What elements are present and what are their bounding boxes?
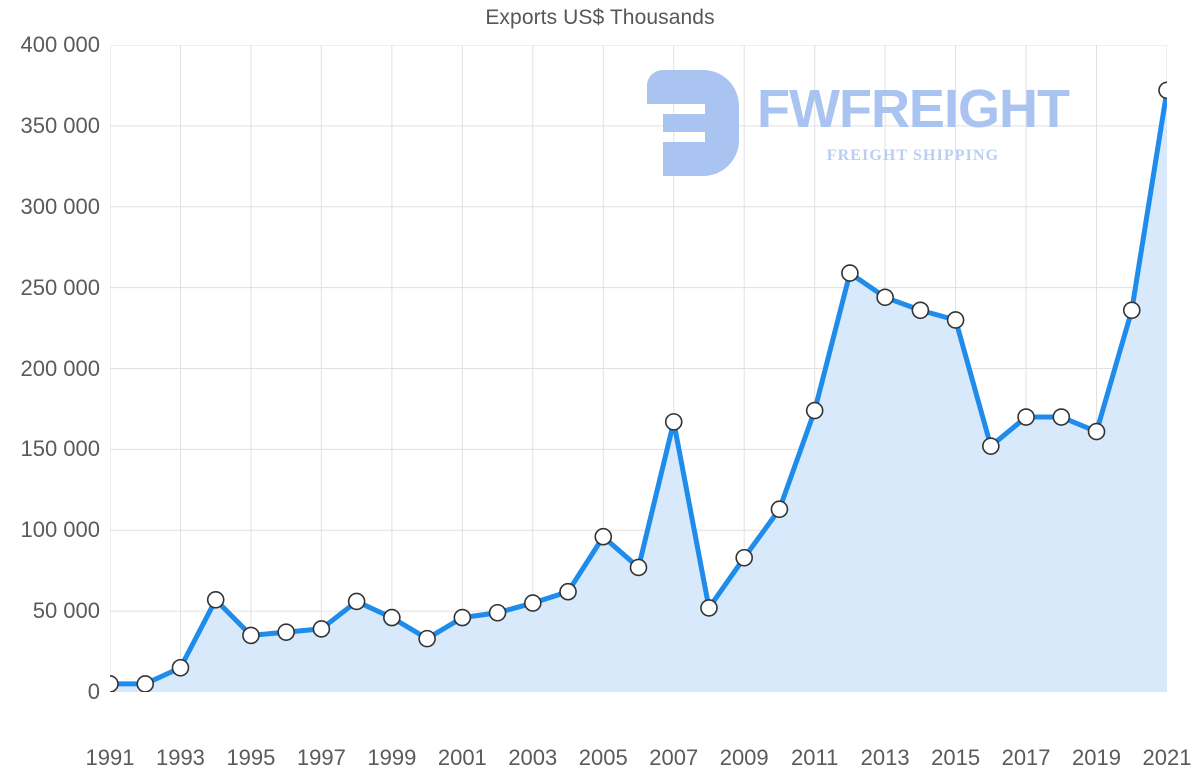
y-axis-tick-label: 400 000	[20, 32, 100, 57]
x-axis-tick-label: 1993	[155, 745, 205, 770]
x-axis-tick-label: 2021	[1142, 745, 1192, 770]
plot-area: FWFREIGHT FREIGHT SHIPPING 0 50 000 100 00…	[20, 32, 1191, 770]
x-axis-tick-label: 2009	[719, 745, 769, 770]
x-axis-tick-label: 2003	[508, 745, 558, 770]
x-axis-tick-label: 2011	[791, 745, 839, 770]
y-axis-tick-label: 50 000	[32, 598, 100, 624]
y-axis-tick-label: 250 000	[20, 274, 100, 300]
y-axis-tick-label: 0	[87, 679, 100, 704]
y-axis-tick-label: 100 000	[20, 517, 100, 543]
x-axis-tick-label: 2015	[931, 745, 981, 770]
x-axis-tick-label: 1999	[367, 745, 417, 770]
x-axis-tick-label: 2017	[1001, 745, 1051, 770]
x-axis-tick-label: 1991	[85, 745, 135, 770]
series-layer	[110, 45, 1167, 692]
x-axis-tick-label: 2001	[437, 745, 487, 770]
x-axis-tick-label: 1995	[226, 745, 276, 770]
x-axis-tick-label: 2013	[860, 745, 910, 770]
y-axis-tick-label: 350 000	[20, 112, 100, 138]
y-axis-tick-label: 150 000	[20, 436, 100, 462]
y-axis-tick-label: 200 000	[20, 355, 100, 381]
x-axis-tick-label: 1997	[296, 745, 346, 770]
chart-title: Exports US$ Thousands	[485, 6, 715, 29]
x-axis-tick-label: 2005	[578, 745, 628, 770]
x-axis-tick-label: 2007	[649, 745, 699, 770]
x-axis-tick-label: 2019	[1072, 745, 1122, 770]
y-axis-tick-label: 300 000	[20, 193, 100, 219]
